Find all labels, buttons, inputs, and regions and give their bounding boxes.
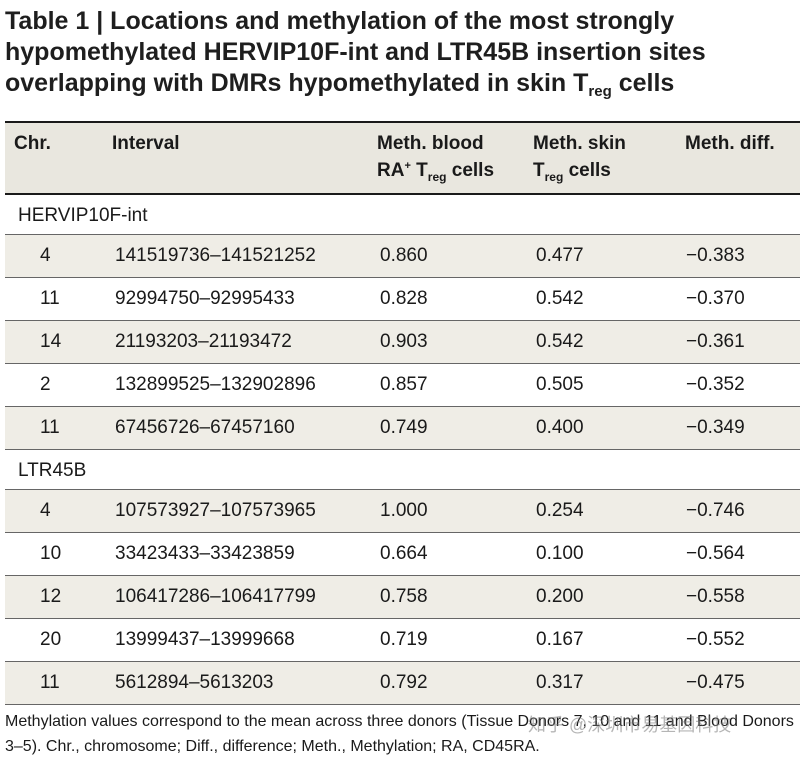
- cell-meth-diff: −0.552: [686, 629, 745, 650]
- cell-interval: 92994750–92995433: [115, 288, 295, 309]
- cell-meth-diff: −0.370: [686, 288, 745, 309]
- cell-meth-blood: 0.860: [380, 245, 428, 266]
- cell-chr: 4: [40, 245, 51, 266]
- header-blood-ra: RA: [377, 160, 405, 181]
- title-subscript: reg: [588, 83, 612, 100]
- table-header: Chr. Interval Meth. blood RA+ Treg cells…: [5, 121, 800, 195]
- table-row: 2 132899525–132902896 0.857 0.505 −0.352: [5, 364, 800, 407]
- cell-meth-diff: −0.352: [686, 374, 745, 395]
- header-blood-line1: Meth. blood: [377, 133, 484, 154]
- cell-meth-diff: −0.564: [686, 543, 745, 564]
- group-heading: HERVIP10F-int: [5, 195, 800, 235]
- cell-interval: 132899525–132902896: [115, 374, 316, 395]
- cell-meth-blood: 0.857: [380, 374, 428, 395]
- watermark: 知乎 @深圳市易基因科技: [528, 715, 732, 735]
- table-row: 11 5612894–5613203 0.792 0.317 −0.475: [5, 662, 800, 705]
- table-row: 4 107573927–107573965 1.000 0.254 −0.746: [5, 490, 800, 533]
- cell-meth-blood: 0.828: [380, 288, 428, 309]
- cell-meth-skin: 0.100: [536, 543, 584, 564]
- header-meth-diff: Meth. diff.: [685, 133, 775, 154]
- cell-meth-blood: 0.664: [380, 543, 428, 564]
- cell-meth-skin: 0.400: [536, 417, 584, 438]
- cell-chr: 12: [40, 586, 62, 607]
- cell-meth-blood: 1.000: [380, 500, 428, 521]
- cell-chr: 14: [40, 331, 62, 352]
- cell-interval: 141519736–141521252: [115, 245, 316, 266]
- title-end: cells: [611, 69, 675, 97]
- cell-chr: 10: [40, 543, 62, 564]
- header-chr: Chr.: [14, 133, 51, 154]
- cell-chr: 11: [40, 288, 60, 309]
- cell-interval: 107573927–107573965: [115, 500, 316, 521]
- header-meth-skin: Meth. skin Treg cells: [533, 130, 626, 184]
- table-title-text: Table 1 | Locations and methylation of t…: [5, 7, 706, 97]
- header-blood-t: T: [410, 160, 428, 181]
- header-skin-end: cells: [563, 160, 611, 181]
- table-row: 20 13999437–13999668 0.719 0.167 −0.552: [5, 619, 800, 662]
- group-heading-label: LTR45B: [18, 460, 87, 481]
- cell-meth-diff: −0.558: [686, 586, 745, 607]
- header-meth-blood: Meth. blood RA+ Treg cells: [377, 130, 494, 184]
- cell-meth-skin: 0.542: [536, 331, 584, 352]
- header-skin-line1: Meth. skin: [533, 133, 626, 154]
- table-row: 11 67456726–67457160 0.749 0.400 −0.349: [5, 407, 800, 450]
- group-heading-label: HERVIP10F-int: [18, 205, 148, 226]
- cell-interval: 21193203–21193472: [115, 331, 292, 352]
- cell-interval: 67456726–67457160: [115, 417, 295, 438]
- header-blood-end: cells: [446, 160, 495, 181]
- cell-meth-blood: 0.758: [380, 586, 428, 607]
- cell-meth-diff: −0.361: [686, 331, 745, 352]
- cell-meth-blood: 0.749: [380, 417, 428, 438]
- cell-interval: 106417286–106417799: [115, 586, 316, 607]
- header-interval: Interval: [112, 133, 180, 154]
- cell-meth-diff: −0.349: [686, 417, 745, 438]
- cell-interval: 33423433–33423859: [115, 543, 295, 564]
- cell-meth-skin: 0.317: [536, 672, 584, 693]
- table-row: 12 106417286–106417799 0.758 0.200 −0.55…: [5, 576, 800, 619]
- cell-interval: 5612894–5613203: [115, 672, 274, 693]
- cell-meth-skin: 0.167: [536, 629, 584, 650]
- cell-chr: 4: [40, 500, 51, 521]
- table-row: 10 33423433–33423859 0.664 0.100 −0.564: [5, 533, 800, 576]
- cell-meth-skin: 0.477: [536, 245, 584, 266]
- cell-meth-skin: 0.542: [536, 288, 584, 309]
- header-blood-sub: reg: [427, 170, 447, 184]
- methylation-table: Chr. Interval Meth. blood RA+ Treg cells…: [5, 121, 800, 705]
- table-row: 14 21193203–21193472 0.903 0.542 −0.361: [5, 321, 800, 364]
- cell-meth-skin: 0.505: [536, 374, 584, 395]
- header-skin-t: T: [533, 160, 545, 181]
- header-skin-sub: reg: [544, 170, 564, 184]
- cell-meth-diff: −0.475: [686, 672, 745, 693]
- cell-meth-blood: 0.719: [380, 629, 428, 650]
- table-title: Table 1 | Locations and methylation of t…: [5, 6, 795, 99]
- cell-meth-skin: 0.200: [536, 586, 584, 607]
- cell-meth-blood: 0.903: [380, 331, 428, 352]
- cell-meth-blood: 0.792: [380, 672, 428, 693]
- cell-meth-diff: −0.383: [686, 245, 745, 266]
- table-footnote: Methylation values correspond to the mea…: [5, 713, 794, 755]
- cell-meth-diff: −0.746: [686, 500, 745, 521]
- cell-chr: 2: [40, 374, 51, 395]
- cell-meth-skin: 0.254: [536, 500, 584, 521]
- group-heading: LTR45B: [5, 450, 800, 490]
- cell-chr: 11: [40, 672, 60, 693]
- cell-interval: 13999437–13999668: [115, 629, 295, 650]
- cell-chr: 20: [40, 629, 62, 650]
- table-row: 4 141519736–141521252 0.860 0.477 −0.383: [5, 235, 800, 278]
- cell-chr: 11: [40, 417, 60, 438]
- header-blood-plus: +: [404, 160, 411, 172]
- table-row: 11 92994750–92995433 0.828 0.542 −0.370: [5, 278, 800, 321]
